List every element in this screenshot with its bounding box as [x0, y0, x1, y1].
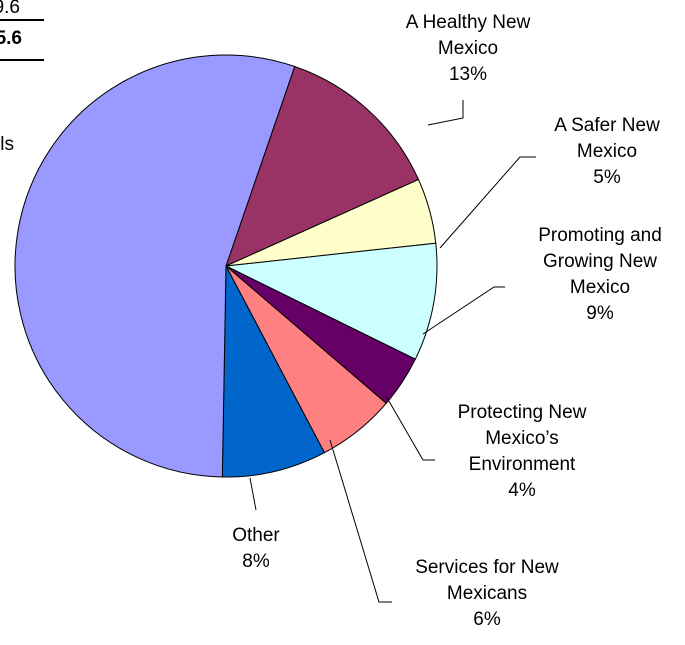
slice-label-a-healthy-new-mexico: A Healthy New Mexico 13% — [406, 12, 531, 85]
slice-label-line: Mexico’s — [485, 428, 559, 449]
leader-line-services-for-new-mexicans — [329, 439, 392, 603]
pie-slice-unlabeled — [14, 54, 296, 478]
pie-slice-other — [221, 265, 326, 478]
slice-label-line: Growing New — [543, 251, 657, 272]
slice-label-line: Mexico — [438, 38, 498, 59]
leader-line-other — [249, 477, 257, 511]
slice-percent: 4% — [508, 480, 536, 501]
top-fragment-value-2: 5.6 — [0, 28, 22, 49]
left-label-fragment: ls — [0, 134, 14, 155]
slice-label-other: Other 8% — [232, 525, 280, 572]
slice-label-line: Protecting New — [458, 402, 587, 423]
slice-percent: 9% — [586, 303, 614, 324]
slice-label-line: Mexico — [577, 141, 637, 162]
slice-label-line: Mexicans — [447, 583, 527, 604]
leader-line-protecting-new-mexico-s-environment — [385, 395, 435, 461]
slice-label-a-safer-new-mexico: A Safer New Mexico 5% — [554, 115, 660, 188]
slice-label-line: Promoting and — [538, 225, 662, 246]
leader-line-a-safer-new-mexico — [439, 156, 536, 249]
slice-label-line: Environment — [469, 454, 576, 475]
slice-labels: A Healthy New Mexico 13% A Safer New Mexico 5… — [232, 12, 662, 630]
slice-percent: 13% — [449, 64, 487, 85]
pie-slice-a-healthy-new-mexico — [225, 65, 420, 267]
slice-label-line: Other — [232, 525, 280, 546]
top-fragment-value-1: 9.6 — [0, 0, 20, 18]
leader-lines — [249, 100, 536, 603]
slice-percent: 5% — [593, 167, 621, 188]
slice-percent: 6% — [473, 609, 501, 630]
pie-slice-promoting-and-growing-new-mexico — [224, 242, 438, 360]
slice-label-line: A Healthy New — [406, 12, 531, 33]
leader-line-promoting-and-growing-new-mexico — [422, 286, 505, 335]
slice-label-promoting-and-growing-new-mexico: Promoting and Growing New Mexico 9% — [538, 225, 662, 324]
slice-label-services-for-new-mexicans: Services for New Mexicans 6% — [415, 557, 559, 630]
slice-percent: 8% — [242, 551, 270, 572]
slice-label-line: Mexico — [570, 277, 630, 298]
pie-slices — [14, 54, 438, 478]
slice-label-line: Services for New — [415, 557, 559, 578]
slice-label-line: A Safer New — [554, 115, 660, 136]
leader-line-a-healthy-new-mexico — [427, 100, 464, 126]
slice-label-protecting-new-mexico-s-environment: Protecting New Mexico’s Environment 4% — [458, 402, 587, 501]
